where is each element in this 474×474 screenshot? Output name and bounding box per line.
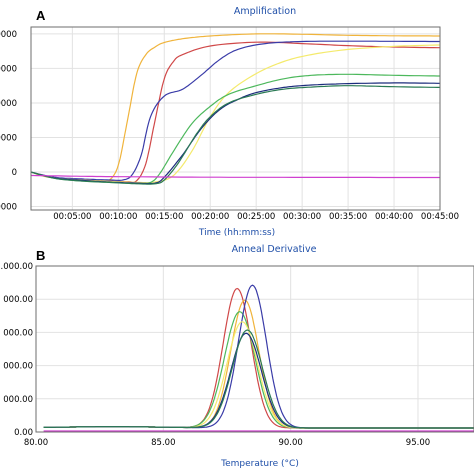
chart-a-series-line-6 [31, 82, 440, 185]
panel-label-a: A [36, 8, 46, 23]
chart-b-series-line-4 [43, 284, 474, 429]
chart-b-plot-frame [35, 265, 474, 433]
chart-b-y-tick-label: 000.00 [3, 328, 33, 338]
chart-b-x-axis-label: Temperature (°C) [220, 459, 299, 469]
chart-b-y-tick-label: 000.00 [3, 362, 33, 372]
chart-b-y-ticks: .000.00 000.00 000.00 000.00 000.00 0.00 [1, 262, 33, 438]
chart-b-y-tick-label: 000.00 [3, 295, 33, 305]
chart-a-series-line-7 [31, 85, 440, 185]
chart-a-series-line-2 [31, 41, 440, 183]
chart-a-x-tick-label: 00:25:00 [237, 212, 275, 222]
chart-b-y-tick-label: 0.00 [14, 428, 33, 438]
chart-a-series-line-8 [31, 174, 440, 179]
chart-b-x-tick-label: 80.00 [24, 438, 48, 448]
chart-a-series [31, 33, 440, 185]
chart-b-x-tick-label: 95.00 [406, 438, 430, 448]
chart-b-x-tick-label: 85.00 [151, 438, 175, 448]
chart-a-series-line-5 [31, 73, 440, 185]
chart-a-x-tick-label: 00:35:00 [329, 212, 367, 222]
chart-a-plot-frame [30, 26, 441, 211]
chart-b-x-tick-label: 90.00 [278, 438, 302, 448]
chart-b-series-line-2 [43, 299, 474, 429]
chart-a-x-ticks: 00:05:00 00:10:00 00:15:00 00:20:00 00:25:00… [53, 212, 459, 222]
chart-b-y-tick-label: .000.00 [1, 262, 33, 272]
chart-b-y-tick-label: 000.00 [3, 395, 33, 405]
chart-a-y-tick-label: 0 [12, 168, 17, 178]
chart-a-x-tick-label: 00:40:00 [375, 212, 413, 222]
chart-a-y-ticks: 000000000000000000000 [0, 30, 17, 213]
chart-b-series [43, 284, 474, 432]
chart-b-x-ticks: 80.00 85.00 90.00 95.00 [24, 438, 430, 448]
chart-a-x-tick-label: 00:20:00 [191, 212, 229, 222]
chart-a-x-axis-label: Time (hh:mm:ss) [198, 228, 275, 238]
chart-a-x-tick-label: 00:15:00 [145, 212, 183, 222]
chart-a-x-tick-label: 00:10:00 [99, 212, 137, 222]
chart-a-gridlines [31, 27, 440, 210]
chart-a-series-line-1 [31, 33, 440, 183]
chart-a-series-line-3 [31, 40, 440, 181]
chart-a-title: Amplification [234, 6, 296, 17]
chart-b-title: Anneal Derivative [232, 244, 317, 255]
chart-a-x-tick-label: 00:30:00 [283, 212, 321, 222]
chart-a-series-line-4 [31, 44, 440, 184]
chart-b-series-line-1 [43, 287, 474, 429]
chart-b-series-line-7 [43, 329, 474, 429]
chart-a-x-tick-label: 00:05:00 [53, 212, 91, 222]
chart-a-x-tick-label: 00:45:00 [421, 212, 459, 222]
panel-label-b: B [36, 248, 45, 263]
